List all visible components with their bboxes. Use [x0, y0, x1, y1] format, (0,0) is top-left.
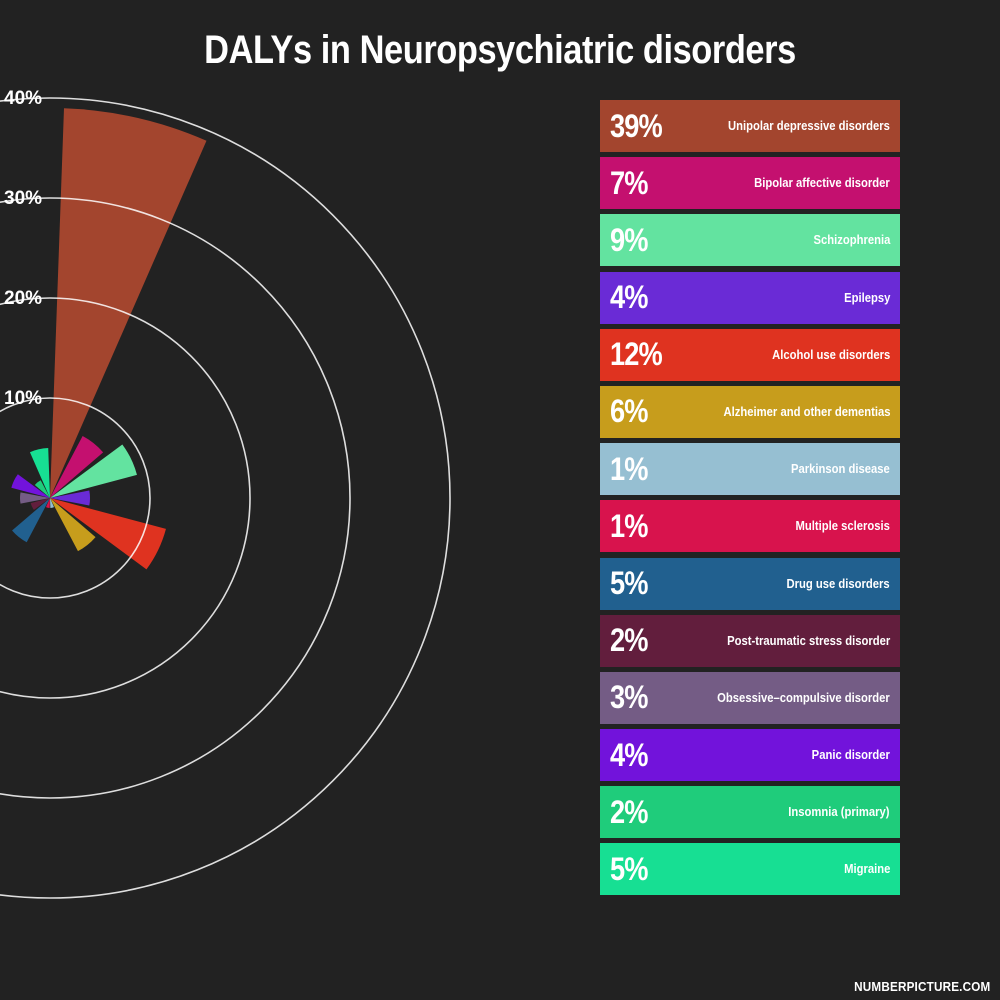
legend-value: 5% [610, 565, 648, 601]
legend-value: 5% [610, 850, 648, 887]
gridline-ring [0, 397, 151, 599]
legend-item: 6% Alzheimer and other dementias [600, 385, 900, 438]
legend-value: 6% [610, 393, 648, 430]
bar-epilepsy [50, 490, 90, 506]
legend-item: 7% Bipolar affective disorder [600, 157, 900, 210]
legend-value: 4% [610, 279, 648, 316]
axis-tick-label: 20% [4, 288, 42, 309]
legend-label: Bipolar affective disorder [754, 176, 890, 191]
legend-label: Drug use disorders [786, 576, 890, 591]
bar-panic-disorder [11, 474, 51, 498]
axis-tick-label: 30% [4, 188, 42, 209]
bar-alzheimer-and-other-dementias [50, 498, 96, 552]
legend-item: 4% Panic disorder [600, 729, 900, 782]
legend-item: 9% Schizophrenia [600, 214, 900, 267]
legend-item: 5% Drug use disorders [600, 557, 900, 610]
bar-post-traumatic-stress-disorder [30, 498, 50, 510]
legend-label: Alcohol use disorders [771, 347, 890, 362]
legend-value: 1% [610, 507, 648, 544]
legend-label: Alzheimer and other dementias [723, 404, 890, 419]
legend-value: 39% [610, 107, 663, 144]
legend-value: 2% [610, 622, 648, 659]
legend-value: 4% [610, 736, 648, 773]
legend: 39% Unipolar depressive disorders 7% Bipola… [600, 100, 900, 901]
legend-value: 2% [610, 793, 648, 830]
bar-obsessive-compulsive-disorder [19, 492, 50, 504]
bar-migraine [29, 448, 50, 498]
legend-item: 2% Post-traumatic stress disorder [600, 614, 900, 667]
bar-bipolar-affective-disorder [50, 436, 104, 498]
legend-item: 1% Multiple sclerosis [600, 500, 900, 553]
legend-value: 12% [610, 336, 663, 373]
axis-tick-label: 40% [4, 88, 42, 109]
gridline-ring [0, 97, 451, 899]
legend-item: 2% Insomnia (primary) [600, 786, 900, 839]
legend-value: 9% [610, 221, 648, 258]
legend-label: Panic disorder [811, 748, 890, 763]
legend-label: Epilepsy [843, 290, 890, 305]
legend-label: Migraine [843, 862, 890, 877]
legend-value: 1% [610, 450, 648, 487]
legend-label: Insomnia (primary) [788, 805, 890, 820]
bar-parkinson-disease [50, 498, 55, 508]
legend-item: 5% Migraine [600, 843, 900, 896]
legend-value: 3% [610, 679, 648, 716]
bar-unipolar-depressive-disorders [50, 108, 207, 498]
legend-label: Parkinson disease [791, 462, 890, 477]
bar-alcohol-use-disorders [50, 498, 166, 570]
legend-item: 39% Unipolar depressive disorders [600, 100, 900, 152]
bar-insomnia-primary [34, 480, 50, 498]
legend-label: Post-traumatic stress disorder [726, 633, 890, 648]
axis-tick-label: 10% [4, 388, 42, 409]
bar-schizophrenia [50, 444, 137, 498]
legend-item: 4% Epilepsy [600, 271, 900, 324]
chart-title: DALYs in Neuropsychiatric disorders [204, 28, 796, 72]
legend-label: Multiple sclerosis [795, 519, 890, 534]
bar-multiple-sclerosis [45, 498, 50, 508]
legend-item: 3% Obsessive–compulsive disorder [600, 671, 900, 724]
bar-drug-use-disorders [12, 498, 51, 543]
legend-item: 1% Parkinson disease [600, 443, 900, 496]
legend-value: 7% [610, 164, 648, 201]
gridline-ring [0, 197, 351, 799]
gridline-ring [0, 297, 251, 699]
source-credit: NUMBERPICTURE.COM [853, 979, 990, 994]
legend-label: Schizophrenia [813, 233, 890, 248]
legend-label: Obsessive–compulsive disorder [717, 690, 890, 705]
legend-label: Unipolar depressive disorders [728, 119, 890, 133]
legend-item: 12% Alcohol use disorders [600, 328, 900, 381]
